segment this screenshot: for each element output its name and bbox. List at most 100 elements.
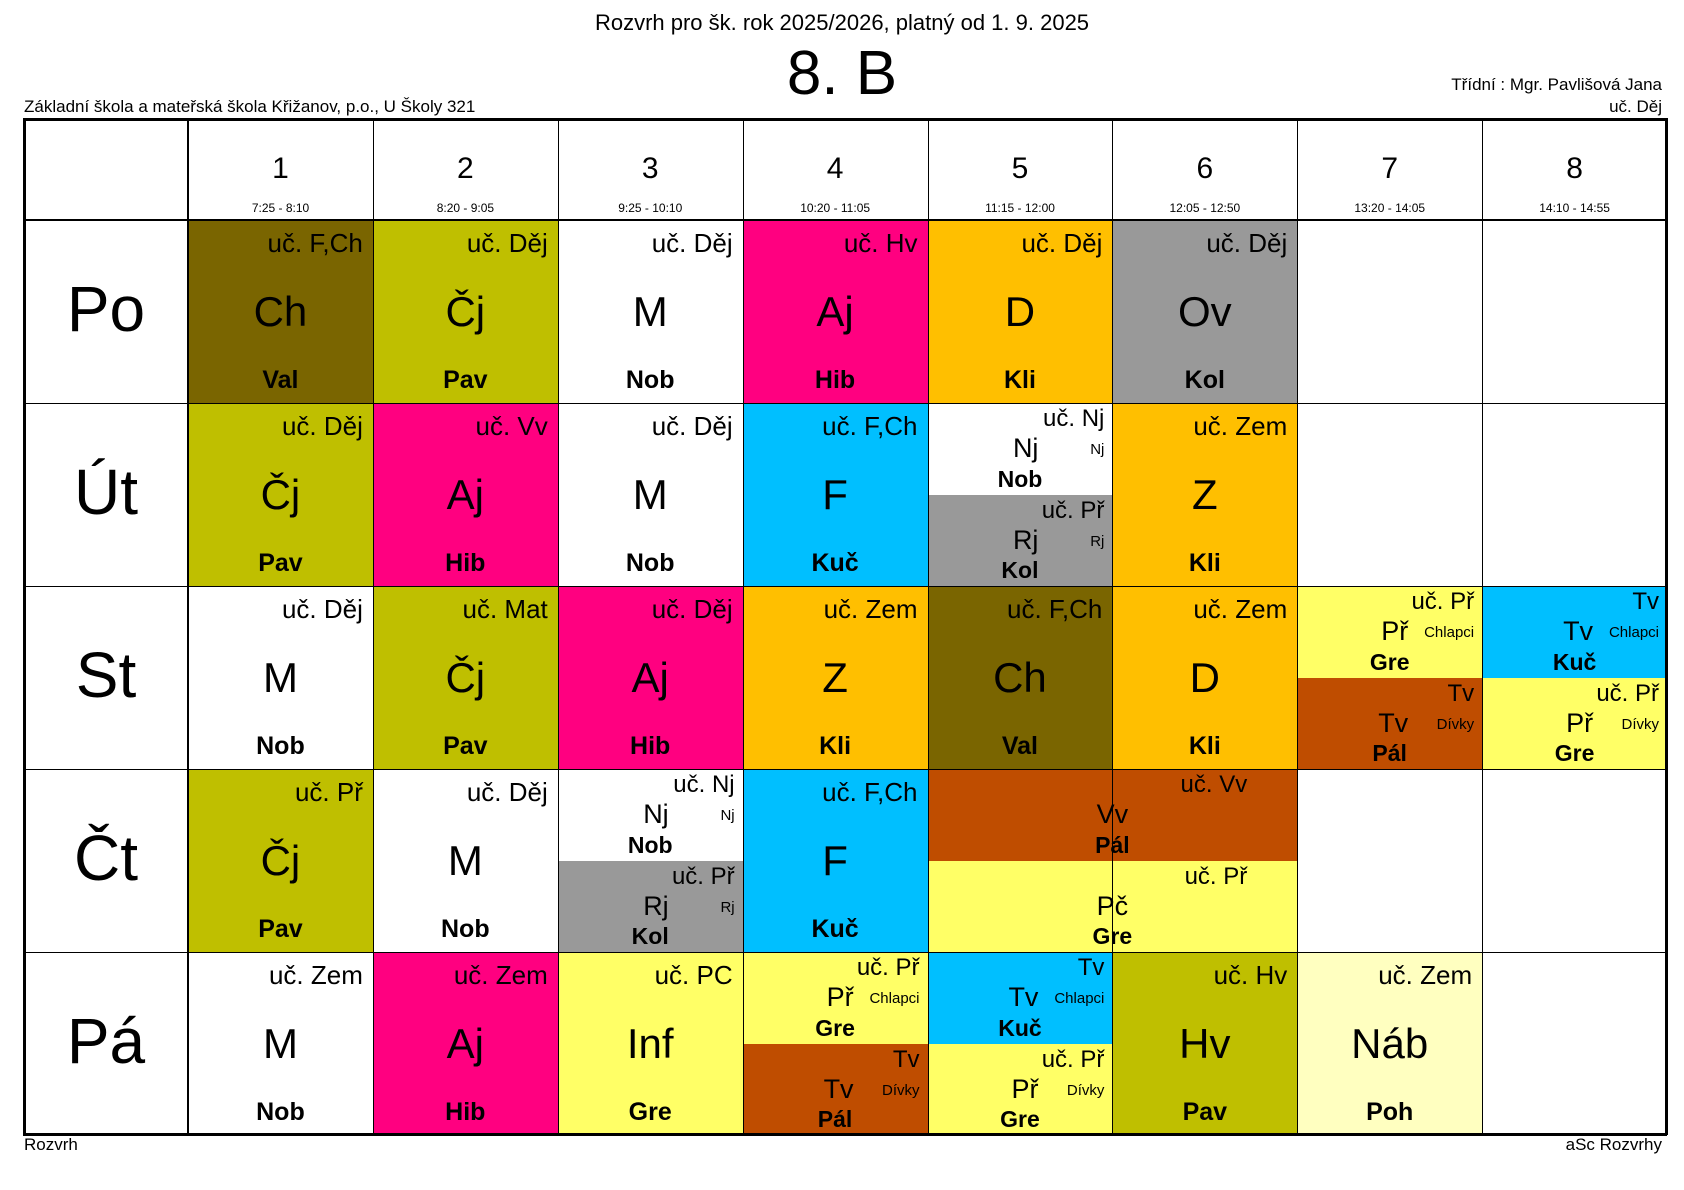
- lesson-room: uč. F,Ch: [1007, 594, 1103, 624]
- lesson-cell[interactable]: uč. Př Rj Rj Kol: [557, 860, 743, 952]
- lesson-subject: Nj: [643, 799, 669, 829]
- lesson-cell[interactable]: uč. Zem M Nob: [188, 952, 373, 1135]
- lesson-subject: M: [262, 1020, 298, 1067]
- lesson-cell[interactable]: Tv Tv Dívky Pál: [742, 1043, 928, 1135]
- lesson-subject: Čj: [260, 837, 301, 884]
- homeroom-teacher: Třídní : Mgr. Pavlišová Jana: [1451, 75, 1662, 94]
- lesson-cell[interactable]: uč. Nj Nj Nj Nob: [927, 403, 1113, 495]
- lesson-teacher: Val: [262, 366, 299, 394]
- lesson-cell[interactable]: uč. F,Ch F Kuč: [742, 403, 928, 586]
- lesson-room: uč. Zem: [823, 594, 918, 624]
- period-time: 9:25 - 10:10: [618, 201, 683, 215]
- lesson-teacher: Kol: [631, 923, 669, 949]
- lesson-room: uč. Nj: [673, 771, 735, 798]
- lesson-subject: Hv: [1179, 1020, 1231, 1067]
- period-number: 8: [1566, 152, 1583, 185]
- lesson-cell[interactable]: uč. Př Př Chlapci Gre: [742, 952, 928, 1044]
- grid-line: [1112, 118, 1114, 1135]
- period-number: 2: [457, 152, 474, 185]
- period-time: 12:05 - 12:50: [1169, 201, 1241, 215]
- lesson-teacher: Pál: [1372, 740, 1407, 766]
- lesson-cell[interactable]: uč. F,Ch Ch Val: [927, 586, 1113, 769]
- lesson-teacher: Nob: [627, 831, 673, 858]
- day-label: Čt: [74, 821, 138, 894]
- lesson-room: uč. Zem: [1193, 411, 1288, 441]
- lesson-cell[interactable]: uč. Nj Nj Nj Nob: [557, 769, 743, 861]
- lesson-teacher: Val: [1001, 732, 1039, 760]
- lesson-cell[interactable]: uč. Zem Náb Poh: [1297, 952, 1483, 1135]
- lesson-room: uč. Děj: [466, 228, 548, 258]
- lesson-teacher: Nob: [625, 366, 675, 394]
- lesson-teacher: Gre: [1554, 740, 1595, 766]
- lesson-room: uč. Vv: [475, 411, 548, 441]
- lesson-cell[interactable]: Tv Tv Chlapci Kuč: [1482, 586, 1667, 678]
- lesson-subject: F: [822, 837, 848, 884]
- grid-border: [23, 118, 1667, 121]
- lesson-teacher: Hib: [630, 732, 671, 760]
- lesson-subject: Čj: [445, 288, 486, 335]
- lesson-group: Dívky: [1436, 715, 1475, 733]
- lesson-subject: Tv: [1563, 616, 1594, 646]
- grid-border: [1665, 118, 1668, 1135]
- day-label: St: [75, 638, 137, 711]
- lesson-cell[interactable]: uč. Př Př Chlapci Gre: [1297, 586, 1483, 678]
- lesson-subject: Př: [1566, 707, 1594, 738]
- lesson-cell[interactable]: uč. Vv Aj Hib: [372, 403, 558, 586]
- lesson-cell[interactable]: Tv Tv Dívky Pál: [1297, 677, 1483, 769]
- lesson-cell[interactable]: uč. Zem Z Kli: [1112, 403, 1298, 586]
- footer-left: Rozvrh: [24, 1135, 78, 1154]
- lesson-cell[interactable]: uč. Př Př Dívky Gre: [1482, 677, 1667, 769]
- lesson-cell[interactable]: uč. PC Inf Gre: [557, 952, 743, 1135]
- lesson-teacher: Kol: [1001, 557, 1039, 583]
- lesson-cell[interactable]: uč. Děj Čj Pav: [372, 220, 558, 403]
- lesson-room: uč. Děj: [651, 411, 733, 441]
- lesson-cell[interactable]: uč. F,Ch F Kuč: [742, 769, 928, 952]
- lesson-cell[interactable]: uč. Zem Z Kli: [742, 586, 928, 769]
- lesson-cell[interactable]: uč. Př Př Dívky Gre: [927, 1043, 1113, 1135]
- lesson-teacher: Nob: [625, 549, 675, 577]
- lesson-teacher: Pav: [443, 732, 488, 760]
- lesson-subject: Aj: [446, 1020, 484, 1067]
- lesson-room: uč. F,Ch: [822, 411, 918, 441]
- period-number: 1: [272, 152, 289, 185]
- lesson-cell[interactable]: uč. Hv Aj Hib: [742, 220, 928, 403]
- lesson-teacher: Gre: [815, 1014, 855, 1041]
- lesson-subject: Čj: [445, 654, 486, 701]
- lesson-subject: Z: [1191, 471, 1218, 518]
- schedule-subtitle: Rozvrh pro šk. rok 2025/2026, platný od …: [594, 10, 1090, 35]
- day-label: Pá: [66, 1004, 146, 1077]
- lesson-teacher: Kuč: [998, 1014, 1042, 1041]
- grid-border: [23, 1133, 1667, 1136]
- lesson-cell[interactable]: uč. Děj M Nob: [557, 220, 743, 403]
- lesson-room: uč. Děj: [1206, 228, 1288, 258]
- lesson-cell[interactable]: uč. Děj Ov Kol: [1112, 220, 1298, 403]
- lesson-cell[interactable]: uč. Děj D Kli: [927, 220, 1113, 403]
- period-time: 7:25 - 8:10: [251, 201, 310, 215]
- lesson-room: uč. Nj: [1043, 405, 1105, 432]
- lesson-cell[interactable]: uč. Děj Čj Pav: [188, 403, 373, 586]
- lesson-subject: Tv: [1378, 707, 1409, 738]
- lesson-cell[interactable]: uč. F,Ch Ch Val: [188, 220, 373, 403]
- lesson-subject: M: [632, 471, 668, 518]
- lesson-cell[interactable]: uč. Zem Aj Hib: [372, 952, 558, 1135]
- lesson-cell[interactable]: uč. Děj M Nob: [557, 403, 743, 586]
- lesson-cell[interactable]: uč. Zem D Kli: [1112, 586, 1298, 769]
- lesson-teacher: Pál: [817, 1106, 853, 1132]
- lesson-cell[interactable]: uč. Př Rj Rj Kol: [927, 494, 1113, 586]
- lesson-cell[interactable]: uč. Děj M Nob: [372, 769, 558, 952]
- lesson-cell[interactable]: Tv Tv Chlapci Kuč: [927, 952, 1113, 1044]
- lesson-cell[interactable]: uč. Př Čj Pav: [188, 769, 373, 952]
- grid-border: [187, 118, 189, 1135]
- lesson-room: uč. F,Ch: [822, 777, 918, 807]
- lesson-cell[interactable]: uč. Děj M Nob: [188, 586, 373, 769]
- period-number: 5: [1011, 152, 1029, 185]
- lesson-cell[interactable]: uč. Hv Hv Pav: [1112, 952, 1298, 1135]
- lesson-teacher: Kuč: [1552, 648, 1597, 675]
- grid-line: [1482, 118, 1484, 1135]
- lesson-cell[interactable]: uč. Mat Čj Pav: [372, 586, 558, 769]
- lesson-cell[interactable]: uč. Děj Aj Hib: [557, 586, 743, 769]
- lesson-room: Tv: [1447, 679, 1475, 707]
- lesson-room: uč. Př: [294, 777, 363, 807]
- lesson-subject: Aj: [631, 654, 669, 701]
- footer-right: aSc Rozvrhy: [1565, 1135, 1662, 1154]
